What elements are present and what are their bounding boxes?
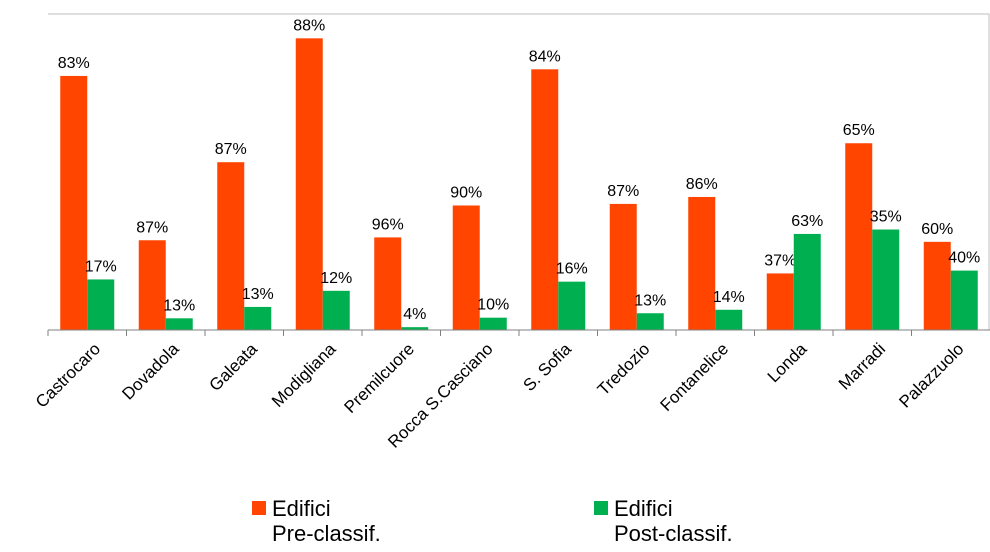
bar-post-1 — [165, 318, 193, 330]
data-label-pre-10: 65% — [843, 122, 875, 139]
grouped-bar-chart: 83% 17% Castrocaro 87% 13% Dovadola 87% 13% Gale… — [32, 13, 990, 452]
data-label-pre-1: 87% — [136, 219, 168, 236]
legend-item-pre-classif: Edifici Pre-classif. — [252, 496, 381, 546]
legend-label-pre-classif: Edifici Pre-classif. — [272, 496, 381, 546]
data-label-post-7: 13% — [634, 292, 666, 309]
x-tick-label-0: Castrocaro — [32, 339, 104, 411]
bar-post-5 — [479, 317, 507, 330]
data-label-pre-3: 88% — [293, 17, 325, 34]
x-tick-label-11: Palazzuolo — [895, 339, 967, 411]
legend-label-post-classif: Edifici Post-classif. — [614, 496, 733, 546]
bar-post-4 — [401, 327, 429, 330]
bar-pre-0 — [60, 75, 88, 330]
x-tick-label-4: Premilcuore — [341, 339, 419, 417]
data-label-post-2: 13% — [242, 286, 274, 303]
bar-post-7 — [636, 313, 664, 330]
bar-pre-5 — [452, 205, 480, 330]
data-label-post-8: 14% — [713, 289, 745, 306]
data-label-pre-0: 83% — [58, 55, 90, 72]
bar-pre-9 — [766, 273, 794, 330]
x-tick-label-1: Dovadola — [118, 339, 183, 404]
legend-swatch-pre-classif — [252, 501, 266, 515]
bar-post-11 — [950, 270, 978, 330]
data-label-post-9: 63% — [791, 213, 823, 230]
data-label-pre-7: 87% — [607, 183, 639, 200]
x-tick-label-9: Londa — [764, 339, 811, 386]
x-tick-label-7: Tredozio — [594, 339, 654, 399]
data-label-post-4: 4% — [403, 306, 426, 323]
x-tick-label-6: S. Sofia — [520, 339, 576, 395]
bar-pre-2 — [217, 162, 245, 330]
data-label-pre-4: 96% — [372, 216, 404, 233]
x-tick-label-3: Modigliana — [268, 339, 340, 411]
data-label-post-10: 35% — [870, 209, 902, 226]
bar-pre-11 — [923, 241, 951, 330]
bar-post-9 — [793, 233, 821, 330]
x-tick-label-10: Marradi — [835, 339, 889, 393]
data-label-pre-9: 37% — [764, 252, 796, 269]
data-label-pre-5: 90% — [450, 184, 482, 201]
bar-post-2 — [244, 306, 272, 330]
legend-item-post-classif: Edifici Post-classif. — [594, 496, 733, 546]
data-label-pre-2: 87% — [215, 141, 247, 158]
data-label-pre-11: 60% — [921, 221, 953, 238]
data-label-post-6: 16% — [556, 261, 588, 278]
bar-post-6 — [558, 281, 586, 330]
chart-legend: Edifici Pre-classif. Edifici Post-classi… — [0, 496, 990, 552]
data-label-post-11: 40% — [948, 250, 980, 267]
bar-post-3 — [322, 290, 350, 330]
x-tick-label-8: Fontanelice — [656, 339, 732, 415]
legend-swatch-post-classif — [594, 501, 608, 515]
data-label-post-3: 12% — [320, 270, 352, 287]
x-tick-label-2: Galeata — [206, 339, 262, 395]
data-label-post-1: 13% — [163, 297, 195, 314]
bar-post-8 — [715, 309, 743, 330]
bar-pre-8 — [688, 196, 716, 330]
bar-pre-6 — [531, 69, 559, 331]
data-label-pre-8: 86% — [686, 176, 718, 193]
plot-area-border — [48, 13, 990, 330]
bar-pre-4 — [374, 237, 402, 330]
bar-pre-1 — [138, 240, 166, 330]
bar-pre-10 — [845, 143, 873, 330]
bar-pre-3 — [295, 38, 323, 330]
data-label-post-0: 17% — [85, 258, 117, 275]
bar-post-0 — [87, 279, 115, 330]
bar-pre-7 — [609, 203, 637, 330]
data-label-post-5: 10% — [477, 297, 509, 314]
bar-post-10 — [872, 229, 900, 330]
data-label-pre-6: 84% — [529, 48, 561, 65]
